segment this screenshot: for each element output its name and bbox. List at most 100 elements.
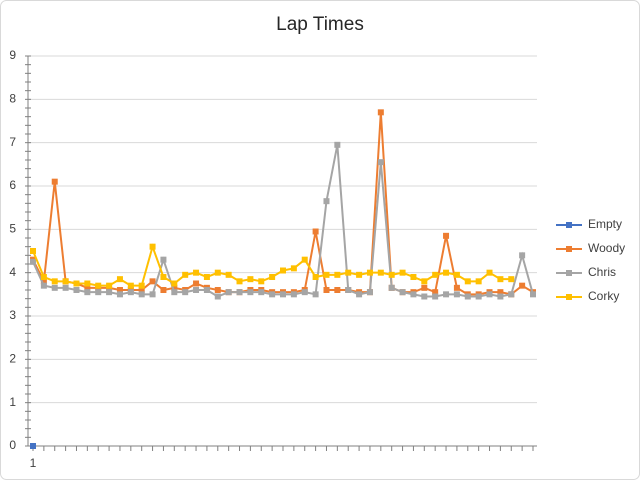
data-point [30, 258, 36, 265]
data-point [51, 178, 58, 185]
y-tick-label: 8 [9, 92, 16, 106]
data-point [334, 271, 341, 278]
legend-marker [566, 270, 572, 276]
data-point [497, 276, 504, 283]
data-point [51, 284, 58, 291]
data-point [432, 289, 439, 296]
data-point [508, 291, 515, 298]
legend-label: Woody [588, 241, 625, 255]
data-point [432, 271, 439, 278]
data-point [269, 291, 276, 298]
data-point [410, 291, 417, 298]
data-point [171, 284, 178, 291]
data-point [193, 269, 200, 276]
data-point [486, 269, 493, 276]
data-point [399, 269, 406, 276]
data-point [453, 291, 460, 298]
data-point [127, 282, 134, 289]
data-point [280, 267, 286, 274]
chart-title: Lap Times [276, 14, 364, 35]
data-point [323, 198, 330, 205]
data-point [30, 443, 36, 449]
data-point [323, 287, 330, 293]
data-point [236, 289, 243, 296]
data-point [443, 291, 450, 298]
data-point [225, 289, 232, 296]
data-point [182, 271, 189, 278]
data-point [73, 280, 80, 287]
data-point [258, 278, 265, 285]
legend-marker [566, 294, 572, 300]
data-point [453, 271, 460, 278]
data-point [519, 252, 526, 259]
data-point [269, 274, 276, 280]
data-point [290, 265, 297, 272]
data-point [258, 289, 265, 296]
legend-label: Empty [588, 217, 622, 231]
data-point [62, 278, 69, 285]
data-point [30, 248, 36, 254]
data-point [508, 276, 515, 283]
data-point [160, 256, 167, 263]
data-point [421, 284, 428, 291]
data-point [312, 274, 319, 280]
x-tick-label: 1 [30, 456, 37, 470]
data-point [247, 289, 254, 296]
y-tick-label: 4 [9, 265, 16, 279]
data-point [497, 293, 504, 300]
data-point [530, 291, 536, 298]
data-point [443, 269, 450, 276]
legend-label: Corky [588, 289, 619, 303]
y-tick-label: 9 [9, 48, 16, 62]
data-point [40, 282, 47, 289]
y-tick-label: 2 [9, 352, 16, 366]
data-point [377, 109, 384, 116]
y-tick-label: 7 [9, 135, 16, 149]
data-point [171, 289, 178, 296]
data-point [84, 284, 91, 291]
data-point [40, 274, 47, 280]
data-point [203, 274, 210, 280]
data-point [366, 269, 373, 276]
data-point [160, 274, 167, 280]
data-point [519, 282, 526, 289]
data-point [203, 287, 210, 293]
data-point [312, 228, 319, 235]
data-point [116, 291, 123, 298]
data-point [138, 287, 145, 293]
data-point [106, 289, 113, 296]
data-point [377, 269, 384, 276]
data-point [453, 284, 460, 291]
data-point [214, 287, 221, 293]
data-point [40, 278, 47, 285]
data-point [388, 284, 395, 291]
data-point [334, 141, 341, 148]
y-tick-label: 3 [9, 308, 16, 322]
data-point [323, 271, 330, 278]
data-point [399, 289, 406, 296]
data-point [280, 291, 286, 298]
data-point [497, 289, 504, 296]
data-point [475, 293, 482, 300]
data-point [301, 256, 308, 263]
data-point [356, 271, 363, 278]
data-point [193, 287, 200, 293]
data-point [312, 291, 319, 298]
data-point [62, 284, 69, 291]
data-point [475, 278, 482, 285]
data-point [127, 289, 134, 296]
data-point [138, 291, 145, 298]
data-point [334, 287, 341, 293]
data-point [149, 243, 156, 250]
data-point [73, 287, 80, 293]
legend-marker [566, 222, 572, 228]
data-point [95, 289, 102, 296]
data-point [138, 282, 145, 289]
data-point [388, 271, 395, 278]
data-point [432, 293, 439, 300]
data-point [106, 282, 113, 289]
data-point [84, 280, 91, 287]
